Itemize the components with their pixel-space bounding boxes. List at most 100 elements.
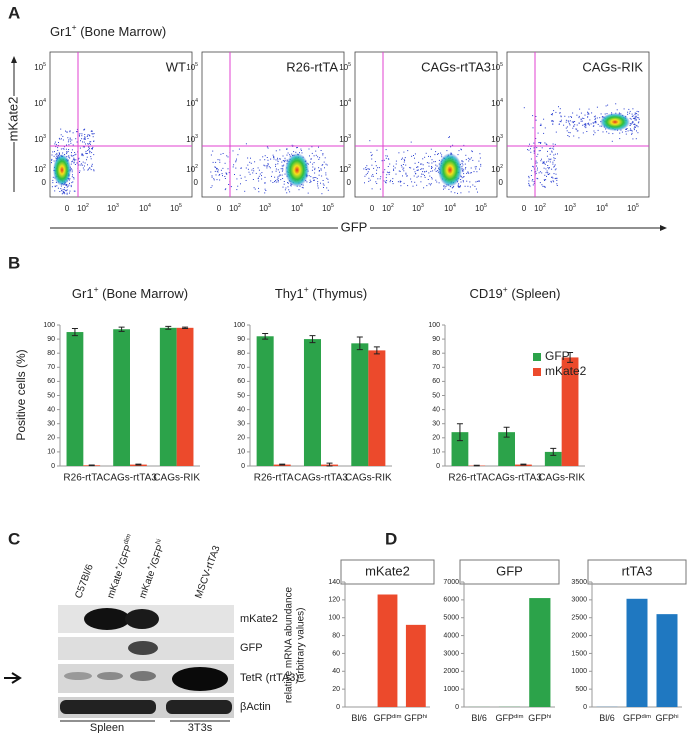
event-dot bbox=[62, 190, 64, 192]
event-dot bbox=[575, 128, 577, 130]
event-dot bbox=[401, 166, 403, 168]
event-dot bbox=[385, 182, 387, 184]
event-dot bbox=[219, 161, 221, 163]
event-dot bbox=[576, 128, 578, 130]
event-dot bbox=[301, 186, 303, 188]
event-dot bbox=[311, 152, 313, 154]
plot-label: WT bbox=[166, 59, 186, 74]
event-dot bbox=[72, 155, 74, 157]
event-dot bbox=[71, 155, 73, 157]
event-dot bbox=[551, 150, 553, 152]
text-part: 0 bbox=[522, 204, 527, 213]
event-dot bbox=[469, 186, 471, 188]
event-dot bbox=[286, 149, 288, 150]
text-part: GFP bbox=[623, 713, 642, 723]
superscript: 2 bbox=[86, 203, 89, 209]
event-dot bbox=[309, 161, 311, 163]
event-dot bbox=[66, 151, 68, 153]
density-core bbox=[438, 153, 462, 187]
event-dot bbox=[84, 134, 86, 135]
event-dot bbox=[585, 127, 587, 129]
event-dot bbox=[91, 165, 92, 167]
event-dot bbox=[76, 131, 78, 132]
event-dot bbox=[263, 164, 265, 166]
lane-label: C57Bl/6 bbox=[73, 562, 96, 600]
y-axis-label: Positive cells (%) bbox=[14, 349, 28, 440]
event-dot bbox=[535, 119, 537, 121]
event-dot bbox=[308, 148, 310, 150]
event-dot bbox=[318, 170, 320, 172]
event-dot bbox=[212, 150, 214, 152]
event-dot bbox=[69, 192, 70, 194]
event-dot bbox=[63, 146, 65, 148]
event-dot bbox=[587, 111, 588, 113]
event-dot bbox=[257, 167, 259, 169]
event-dot bbox=[67, 141, 69, 143]
event-dot bbox=[551, 168, 553, 170]
panel-label: C bbox=[8, 529, 20, 548]
event-dot bbox=[67, 150, 69, 152]
x-tick-label: 105 bbox=[475, 203, 487, 213]
event-dot bbox=[422, 173, 424, 175]
event-dot bbox=[448, 188, 450, 190]
event-dot bbox=[268, 166, 270, 168]
superscript: 4 bbox=[453, 203, 456, 209]
event-dot bbox=[550, 158, 552, 160]
event-dot bbox=[274, 176, 276, 178]
event-dot bbox=[279, 171, 280, 173]
event-dot bbox=[284, 157, 286, 159]
text-part: GFP bbox=[655, 713, 674, 723]
event-dot bbox=[636, 124, 638, 126]
bar bbox=[656, 614, 678, 707]
event-dot bbox=[547, 173, 549, 175]
event-dot bbox=[410, 178, 412, 180]
event-dot bbox=[635, 126, 636, 128]
superscript: 2 bbox=[391, 203, 394, 209]
event-dot bbox=[69, 178, 71, 180]
error-bar bbox=[567, 351, 574, 363]
event-dot bbox=[384, 169, 386, 171]
event-dot bbox=[478, 160, 480, 162]
event-dot bbox=[240, 177, 242, 179]
event-dot bbox=[65, 130, 66, 132]
text-part: 10 bbox=[34, 99, 43, 108]
event-dot bbox=[435, 179, 437, 181]
event-dot bbox=[569, 132, 571, 134]
event-dot bbox=[87, 143, 89, 145]
event-dot bbox=[90, 156, 92, 158]
event-dot bbox=[405, 173, 407, 175]
text-part: 10 bbox=[229, 204, 238, 213]
event-dot bbox=[471, 150, 473, 152]
event-dot bbox=[578, 115, 580, 117]
event-dot bbox=[629, 117, 631, 119]
text-part: 0 bbox=[194, 178, 199, 187]
event-dot bbox=[221, 173, 223, 175]
blot-band bbox=[130, 671, 156, 681]
event-dot bbox=[532, 165, 534, 167]
event-dot bbox=[434, 169, 436, 171]
event-dot bbox=[69, 140, 71, 142]
event-dot bbox=[480, 165, 482, 167]
event-dot bbox=[368, 180, 370, 182]
event-dot bbox=[403, 151, 405, 153]
event-dot bbox=[371, 175, 373, 177]
event-dot bbox=[567, 120, 569, 122]
event-dot bbox=[286, 159, 288, 161]
event-dot bbox=[552, 163, 554, 165]
flow-plot: R26-rtTA bbox=[201, 51, 345, 198]
event-dot bbox=[607, 104, 609, 106]
event-dot bbox=[57, 187, 59, 189]
event-dot bbox=[310, 176, 312, 178]
event-dot bbox=[257, 178, 259, 180]
event-dot bbox=[79, 170, 81, 172]
event-dot bbox=[410, 141, 412, 143]
event-dot bbox=[66, 153, 68, 155]
event-dot bbox=[544, 186, 546, 188]
event-dot bbox=[608, 132, 610, 134]
density-core bbox=[600, 113, 630, 131]
event-dot bbox=[634, 116, 636, 118]
y-tick-label: 104 bbox=[491, 98, 503, 108]
event-dot bbox=[541, 158, 542, 160]
event-dot bbox=[426, 162, 428, 164]
event-dot bbox=[312, 177, 314, 179]
